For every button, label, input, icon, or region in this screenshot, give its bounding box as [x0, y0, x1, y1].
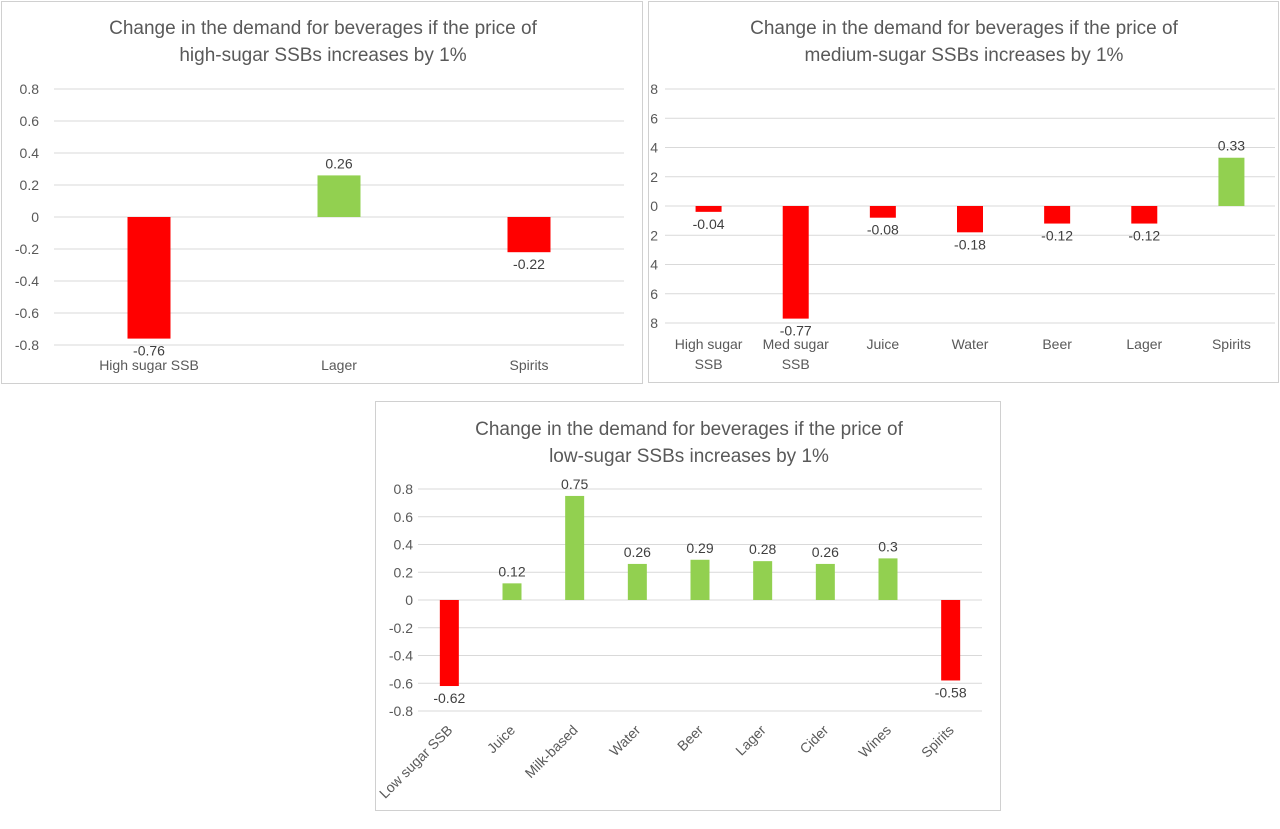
low-sugar-data-label-low-sugar-ssb: -0.62 — [433, 690, 465, 706]
medium-sugar-bar-juice — [869, 206, 896, 218]
low-sugar-category-label-beer: Beer — [674, 722, 706, 754]
low-sugar-y-tick-label: -0.8 — [389, 703, 413, 719]
low-sugar-y-tick-label: 0.2 — [394, 564, 414, 580]
medium-sugar-y-tick-label: 0 — [650, 198, 658, 214]
medium-sugar-bar-water — [957, 206, 983, 233]
medium-sugar-y-tick-label: -0.2 — [649, 227, 658, 243]
high-sugar-y-tick-label: -0.4 — [15, 273, 39, 289]
low-sugar-category-label-lager: Lager — [732, 722, 769, 759]
high-sugar-category-label-lager: Lager — [321, 357, 357, 373]
low-sugar-title-line-1: Change in the demand for beverages if th… — [475, 419, 903, 440]
low-sugar-bar-juice — [502, 583, 522, 600]
medium-sugar-bar-beer — [1044, 206, 1071, 224]
medium-sugar-y-tick-label: 0.4 — [649, 140, 658, 156]
high-sugar-y-tick-label: -0.2 — [15, 241, 39, 257]
high-sugar-data-label-lager: 0.26 — [325, 155, 352, 171]
chart-medium-sugar: Change in the demand for beverages if th… — [648, 1, 1279, 383]
medium-sugar-data-label-high-sugar-ssb: -0.04 — [693, 216, 725, 232]
low-sugar-data-label-cider: 0.26 — [812, 544, 839, 560]
high-sugar-y-tick-label: -0.8 — [15, 337, 39, 353]
low-sugar-y-tick-label: 0 — [405, 592, 413, 608]
low-sugar-y-tick-label: 0.8 — [394, 481, 414, 497]
medium-sugar-bar-med-sugar-ssb — [782, 206, 809, 319]
low-sugar-bar-wines — [878, 558, 898, 600]
low-sugar-data-label-spirits: -0.58 — [935, 684, 967, 700]
medium-sugar-data-label-water: -0.18 — [954, 236, 986, 252]
low-sugar-y-tick-label: 0.4 — [394, 537, 414, 553]
medium-sugar-data-label-juice: -0.08 — [867, 222, 899, 238]
low-sugar-y-tick-label: -0.4 — [389, 648, 413, 664]
chart-low-sugar: Change in the demand for beverages if th… — [375, 401, 1001, 811]
low-sugar-category-label-wines: Wines — [855, 722, 894, 761]
medium-sugar-y-tick-label: -0.8 — [649, 315, 658, 331]
high-sugar-y-tick-label: 0.8 — [20, 81, 40, 97]
low-sugar-data-label-wines: 0.3 — [878, 538, 898, 554]
medium-sugar-data-label-spirits: 0.33 — [1218, 138, 1245, 154]
high-sugar-y-tick-label: -0.6 — [15, 305, 39, 321]
medium-sugar-y-tick-label: -0.4 — [649, 257, 658, 273]
medium-sugar-data-label-med-sugar-ssb: -0.77 — [780, 323, 812, 339]
medium-sugar-category-label-spirits: Spirits — [1212, 336, 1251, 352]
high-sugar-y-tick-label: 0.6 — [20, 113, 40, 129]
low-sugar-y-tick-label: -0.2 — [389, 620, 413, 636]
chart-high-sugar-plot: Change in the demand for beverages if th… — [15, 18, 624, 373]
low-sugar-bar-low-sugar-ssb — [439, 600, 459, 687]
medium-sugar-category-label-high-sugar-ssb: High sugar SSB — [675, 336, 743, 372]
high-sugar-data-label-high-sugar-ssb: -0.76 — [133, 343, 165, 359]
low-sugar-data-label-juice: 0.12 — [498, 563, 525, 579]
low-sugar-y-tick-label: 0.6 — [394, 509, 414, 525]
medium-sugar-bar-high-sugar-ssb — [695, 206, 722, 212]
low-sugar-bar-beer — [690, 559, 710, 600]
low-sugar-data-label-milk-based: 0.75 — [561, 476, 588, 492]
medium-sugar-bar-lager — [1131, 206, 1158, 224]
low-sugar-bar-cider — [815, 563, 835, 600]
medium-sugar-category-label-med-sugar-ssb: Med sugar SSB — [763, 336, 829, 372]
low-sugar-bar-milk-based — [565, 495, 585, 600]
medium-sugar-title-line-1: Change in the demand for beverages if th… — [750, 18, 1178, 39]
low-sugar-y-tick-label: -0.6 — [389, 675, 413, 691]
high-sugar-y-tick-label: 0.4 — [20, 145, 40, 161]
high-sugar-bar-high-sugar-ssb — [127, 217, 171, 339]
low-sugar-data-label-beer: 0.29 — [686, 540, 713, 556]
high-sugar-category-label-spirits: Spirits — [510, 357, 549, 373]
low-sugar-title-line-2: low-sugar SSBs increases by 1% — [549, 446, 829, 467]
medium-sugar-category-label-water: Water — [952, 336, 989, 352]
low-sugar-category-label-milk-based: Milk-based — [522, 722, 581, 781]
medium-sugar-data-label-lager: -0.12 — [1128, 228, 1160, 244]
low-sugar-category-label-low-sugar-ssb: Low sugar SSB — [376, 722, 455, 802]
low-sugar-data-label-water: 0.26 — [624, 544, 651, 560]
chart-high-sugar: Change in the demand for beverages if th… — [1, 1, 643, 384]
high-sugar-title-line-2: high-sugar SSBs increases by 1% — [179, 45, 466, 66]
low-sugar-category-label-spirits: Spirits — [918, 722, 957, 761]
high-sugar-data-label-spirits: -0.22 — [513, 256, 545, 272]
high-sugar-title-line-1: Change in the demand for beverages if th… — [109, 18, 537, 39]
medium-sugar-title-line-2: medium-sugar SSBs increases by 1% — [805, 45, 1124, 66]
low-sugar-data-label-lager: 0.28 — [749, 541, 776, 557]
high-sugar-bar-lager — [317, 175, 361, 217]
medium-sugar-category-label-juice: Juice — [867, 336, 900, 352]
chart-low-sugar-plot: Change in the demand for beverages if th… — [376, 419, 982, 802]
low-sugar-bar-water — [627, 563, 647, 600]
high-sugar-category-label-high-sugar-ssb: High sugar SSB — [99, 357, 199, 373]
medium-sugar-bar-spirits — [1218, 157, 1245, 206]
medium-sugar-category-label-lager: Lager — [1126, 336, 1162, 352]
medium-sugar-category-label-beer: Beer — [1042, 336, 1072, 352]
medium-sugar-y-tick-label: 0.2 — [649, 169, 658, 185]
high-sugar-bar-spirits — [507, 217, 551, 253]
medium-sugar-y-tick-label: 0.8 — [649, 81, 658, 97]
low-sugar-category-label-juice: Juice — [484, 722, 519, 757]
high-sugar-y-tick-label: 0.2 — [20, 177, 40, 193]
medium-sugar-y-tick-label: 0.6 — [649, 110, 658, 126]
medium-sugar-y-tick-label: -0.6 — [649, 286, 658, 302]
low-sugar-category-label-cider: Cider — [796, 722, 831, 757]
low-sugar-bar-spirits — [941, 600, 961, 681]
high-sugar-y-tick-label: 0 — [31, 209, 39, 225]
low-sugar-bar-lager — [753, 561, 773, 600]
low-sugar-category-label-water: Water — [606, 722, 644, 760]
chart-medium-sugar-plot: Change in the demand for beverages if th… — [649, 18, 1275, 372]
medium-sugar-data-label-beer: -0.12 — [1041, 228, 1073, 244]
